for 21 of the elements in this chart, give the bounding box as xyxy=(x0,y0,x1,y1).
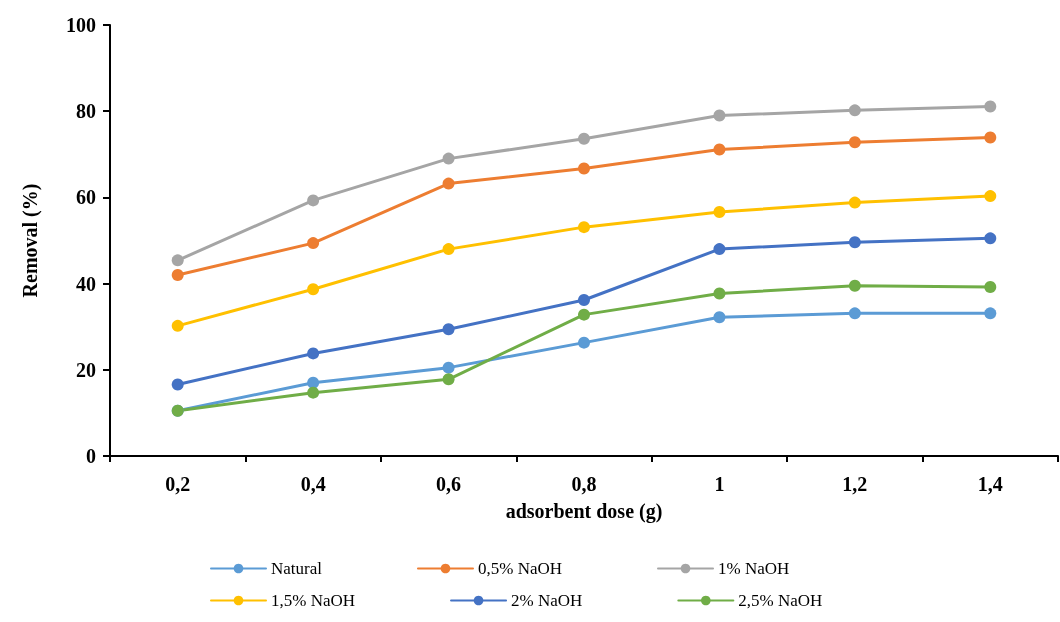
y-tick-label: 0 xyxy=(86,445,96,467)
x-tick-label: 0,4 xyxy=(300,473,326,495)
legend-label: 1% NaOH xyxy=(718,559,790,578)
legend-label: 2,5% NaOH xyxy=(738,591,823,610)
y-tick-label: 80 xyxy=(76,100,96,123)
x-axis-title: adsorbent dose (g) xyxy=(505,500,663,523)
legend-label: 1,5% NaOH xyxy=(271,591,356,610)
y-tick-label: 100 xyxy=(66,14,96,36)
y-axis-title: Removal (%) xyxy=(19,183,42,298)
legend-label: Natural xyxy=(271,559,323,578)
legend-label: 2% NaOH xyxy=(511,591,583,610)
x-tick-label: 1,2 xyxy=(842,473,868,495)
y-tick-label: 60 xyxy=(76,186,96,209)
y-tick-label: 20 xyxy=(76,358,96,381)
legend-label: 0,5% NaOH xyxy=(477,559,563,578)
x-tick-label: 0,8 xyxy=(571,473,597,495)
x-tick-label: 0,6 xyxy=(436,473,462,495)
x-tick-label: 1,4 xyxy=(977,473,1003,495)
x-tick-label: 0,2 xyxy=(165,473,191,495)
x-tick-label: 1 xyxy=(714,473,725,495)
y-tick-label: 40 xyxy=(76,272,96,295)
